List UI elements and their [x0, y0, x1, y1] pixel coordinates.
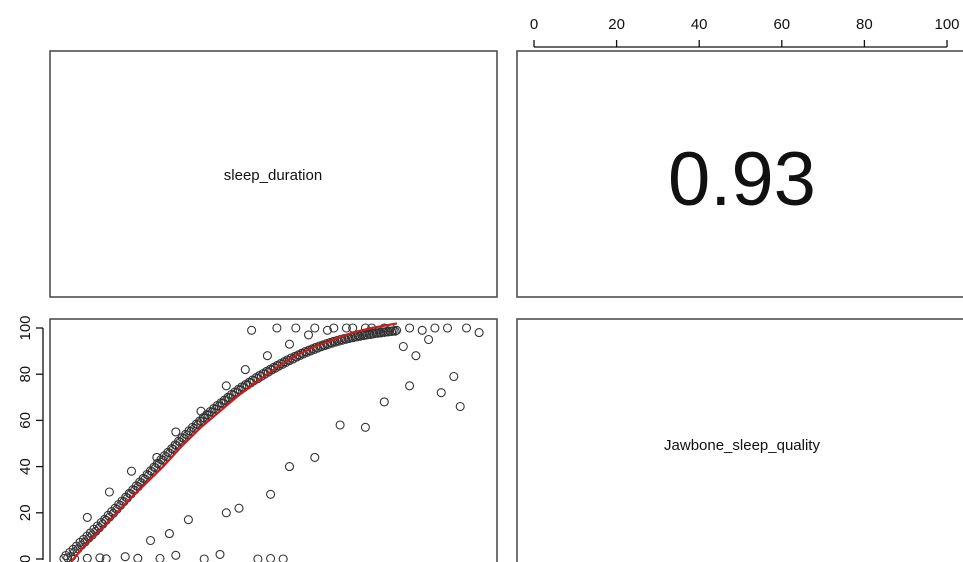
- scatter-point: [365, 329, 375, 340]
- variable-label-jawbone-sleep-quality: Jawbone_sleep_quality: [664, 437, 820, 454]
- scatter-point: [183, 515, 193, 525]
- scatter-point: [240, 365, 250, 375]
- variable-label-sleep-duration: sleep_duration: [224, 167, 322, 184]
- scatter-point: [362, 330, 372, 340]
- scatter-point: [436, 388, 446, 398]
- scatter-point: [253, 554, 263, 562]
- scatter-point: [126, 466, 137, 476]
- scatter-point: [221, 381, 231, 391]
- scatter-point: [405, 381, 415, 391]
- top-axis: 0 20 40 60 80 100: [530, 16, 960, 48]
- scatter-point: [278, 554, 288, 562]
- scatter-point: [474, 328, 484, 338]
- scatter-point: [70, 554, 80, 562]
- top-axis-tick-label: 60: [773, 16, 790, 33]
- panel-scatter: [49, 318, 498, 562]
- correlation-value: 0.93: [668, 137, 816, 222]
- scatter-point: [82, 553, 92, 562]
- scatter-point: [449, 371, 459, 382]
- scatter-point: [442, 323, 453, 333]
- scatter-point: [145, 535, 156, 546]
- scatter-point: [164, 529, 174, 539]
- scatter-point: [335, 420, 345, 430]
- top-axis-tick-label: 20: [608, 16, 625, 33]
- top-axis-tick-label: 100: [934, 16, 959, 33]
- scatter-point: [199, 554, 209, 562]
- scatter-point: [379, 323, 389, 333]
- scatter-point: [291, 323, 301, 333]
- scatter-point: [322, 325, 332, 335]
- scatter-point: [461, 323, 472, 333]
- scatter-point: [398, 341, 408, 352]
- scatter-point: [351, 332, 362, 342]
- scatter-point: [360, 422, 370, 432]
- panel-correlation: 0.93: [516, 50, 963, 298]
- scatter-point: [101, 554, 111, 562]
- scatter-point: [120, 552, 130, 562]
- scatter-point: [392, 325, 402, 335]
- scatter-point: [379, 397, 389, 407]
- scatter-point: [82, 512, 92, 522]
- top-axis-ticks: 0 20 40 60 80 100: [530, 16, 960, 47]
- panel-frame: [516, 50, 963, 298]
- scatter-point: [455, 401, 465, 412]
- scatter-point: [133, 553, 143, 562]
- scatter-point: [247, 325, 257, 335]
- scatter-point: [284, 339, 295, 349]
- scatter-point: [266, 489, 276, 499]
- scatter-point: [329, 323, 339, 333]
- scatter-point: [234, 503, 244, 513]
- scatter-point: [424, 334, 434, 345]
- scatter-point: [430, 323, 440, 333]
- panel-frame: [49, 318, 498, 562]
- scatter-point: [272, 323, 282, 333]
- scatter-points: [59, 323, 484, 562]
- scatter-point: [262, 351, 272, 361]
- left-axis-tick-label: 40: [17, 458, 34, 475]
- scatter-point: [171, 550, 181, 560]
- scatter-point: [310, 452, 320, 462]
- fit-line: [70, 322, 398, 562]
- left-axis: 0 20 40 60 80 100: [17, 315, 44, 562]
- panel-frame: [49, 50, 498, 298]
- left-axis-tick-label: 60: [17, 412, 34, 429]
- scatter-point: [390, 326, 400, 336]
- panel-frame: [516, 318, 963, 562]
- scatter-point: [221, 508, 231, 518]
- scatter-point: [341, 323, 351, 333]
- top-axis-tick-label: 80: [856, 16, 873, 33]
- left-axis-tick-label: 80: [17, 366, 34, 383]
- top-axis-tick-label: 0: [530, 16, 538, 33]
- left-axis-tick-label: 20: [17, 504, 34, 521]
- panel-diagonal-jawbone-sleep-quality: Jawbone_sleep_quality: [516, 318, 963, 562]
- scatter-point: [417, 325, 427, 335]
- scatter-point: [171, 427, 181, 437]
- scatter-point: [411, 351, 421, 361]
- scatter-point: [155, 553, 165, 562]
- scatter-point: [405, 323, 415, 333]
- scatter-point: [303, 330, 314, 340]
- panel-diagonal-sleep-duration: sleep_duration: [49, 50, 498, 298]
- scatter-point: [310, 323, 320, 333]
- scatter-point: [355, 331, 365, 341]
- top-axis-tick-label: 40: [691, 16, 708, 33]
- left-axis-ticks: 0 20 40 60 80 100: [17, 315, 43, 562]
- scatter-point: [215, 549, 225, 559]
- left-axis-tick-label: 0: [17, 555, 34, 562]
- scatter-point: [266, 553, 276, 562]
- scatter-point: [104, 487, 114, 497]
- scatter-point: [284, 462, 295, 472]
- scatter-point: [196, 406, 206, 416]
- scatter-point: [152, 452, 162, 462]
- left-axis-tick-label: 100: [17, 315, 34, 340]
